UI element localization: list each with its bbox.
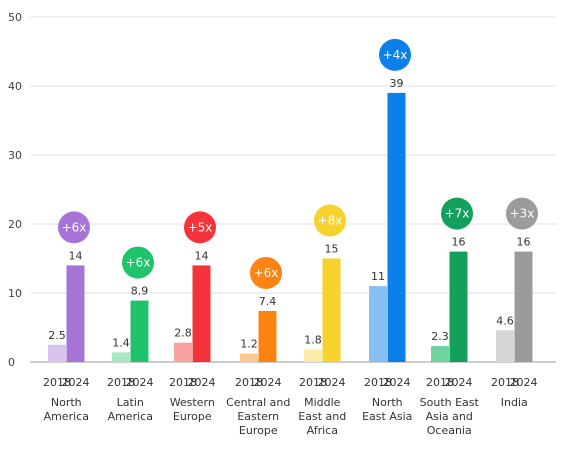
x-tick-label: 2018 [364, 376, 392, 389]
bar-2024 [322, 258, 341, 362]
bar-2018 [496, 330, 514, 362]
y-tick-label: 10 [8, 287, 22, 300]
y-tick-label: 50 [8, 11, 22, 24]
x-tick-label: 2018 [491, 376, 519, 389]
growth-bubble [441, 197, 473, 230]
growth-label: +3x [510, 207, 535, 221]
category-label: Middle [304, 396, 341, 409]
bar-2024 [192, 265, 211, 362]
data-label-2024: 14 [69, 249, 83, 262]
category-label: Western [170, 396, 215, 409]
growth-bubble [250, 256, 282, 289]
category-label: Latin [117, 396, 144, 409]
data-label-2018: 1.4 [112, 336, 130, 349]
bar-2018 [431, 346, 449, 362]
category-label: South East [420, 396, 480, 409]
bar-2024 [66, 265, 85, 362]
y-tick-label: 30 [8, 149, 22, 162]
growth-label: +6x [254, 266, 279, 280]
data-label-2018: 11 [371, 270, 385, 283]
data-label-2018: 1.2 [240, 338, 258, 351]
category-label: Eastern [237, 410, 279, 423]
bar-2024 [514, 251, 533, 362]
data-label-2018: 2.5 [48, 329, 66, 342]
x-tick-label: 2024 [383, 376, 411, 389]
category-label: America [108, 410, 153, 423]
data-label-2024: 7.4 [259, 295, 277, 308]
growth-label: +7x [445, 207, 470, 221]
x-tick-label: 2024 [445, 376, 473, 389]
growth-label: +5x [188, 220, 213, 234]
x-tick-label: 2018 [169, 376, 197, 389]
data-label-2024: 15 [325, 243, 339, 256]
category-label: North [372, 396, 403, 409]
data-label-2018: 4.6 [496, 314, 514, 327]
data-label-2024: 39 [390, 77, 404, 90]
growth-label: +8x [318, 214, 343, 228]
category-label: America [44, 410, 89, 423]
x-tick-label: 2018 [107, 376, 135, 389]
bar-2018 [240, 353, 258, 362]
y-tick-label: 20 [8, 218, 22, 231]
data-label-2024: 8.9 [131, 285, 149, 298]
bar-2018 [304, 349, 322, 362]
growth-bubble [379, 38, 411, 71]
category-label: Oceania [427, 424, 472, 437]
data-label-2024: 16 [452, 236, 466, 249]
x-tick-label: 2018 [43, 376, 71, 389]
data-label-2024: 16 [517, 236, 531, 249]
bar-2018 [369, 286, 387, 362]
growth-label: +6x [126, 256, 151, 270]
category-label: India [501, 396, 528, 409]
category-label: Europe [239, 424, 278, 437]
bar-2018 [112, 352, 130, 362]
growth-bubble [184, 211, 216, 244]
growth-bubble [122, 246, 154, 279]
category-label: East Asia [362, 410, 412, 423]
x-tick-label: 2018 [235, 376, 263, 389]
growth-bubble [58, 211, 90, 244]
category-label: Europe [173, 410, 212, 423]
x-tick-label: 2018 [426, 376, 454, 389]
bar-2024 [449, 251, 468, 362]
data-label-2024: 14 [195, 249, 209, 262]
x-tick-label: 2024 [188, 376, 216, 389]
data-label-2018: 2.3 [431, 330, 449, 343]
bar-2024 [387, 92, 406, 363]
x-tick-label: 2024 [254, 376, 282, 389]
data-label-2018: 1.8 [304, 334, 322, 347]
category-label: North [51, 396, 82, 409]
x-tick-label: 2024 [510, 376, 538, 389]
category-label: Central and [226, 396, 290, 409]
x-tick-label: 2018 [299, 376, 327, 389]
y-tick-label: 0 [8, 356, 15, 369]
y-tick-label: 40 [8, 80, 22, 93]
bar-2024 [258, 310, 277, 362]
growth-label: +4x [383, 48, 408, 62]
bar-2018 [48, 344, 66, 362]
growth-bubble [506, 197, 538, 230]
x-tick-label: 2024 [126, 376, 154, 389]
bar-2018 [174, 342, 192, 362]
category-label: East and [298, 410, 346, 423]
growth-label: +6x [62, 220, 87, 234]
growth-bubble [314, 204, 346, 237]
data-label-2018: 2.8 [174, 327, 192, 340]
category-label: Africa [307, 424, 338, 437]
x-tick-label: 2024 [62, 376, 90, 389]
x-tick-label: 2024 [318, 376, 346, 389]
category-label: Asia and [426, 410, 473, 423]
bar-2024 [130, 300, 149, 362]
